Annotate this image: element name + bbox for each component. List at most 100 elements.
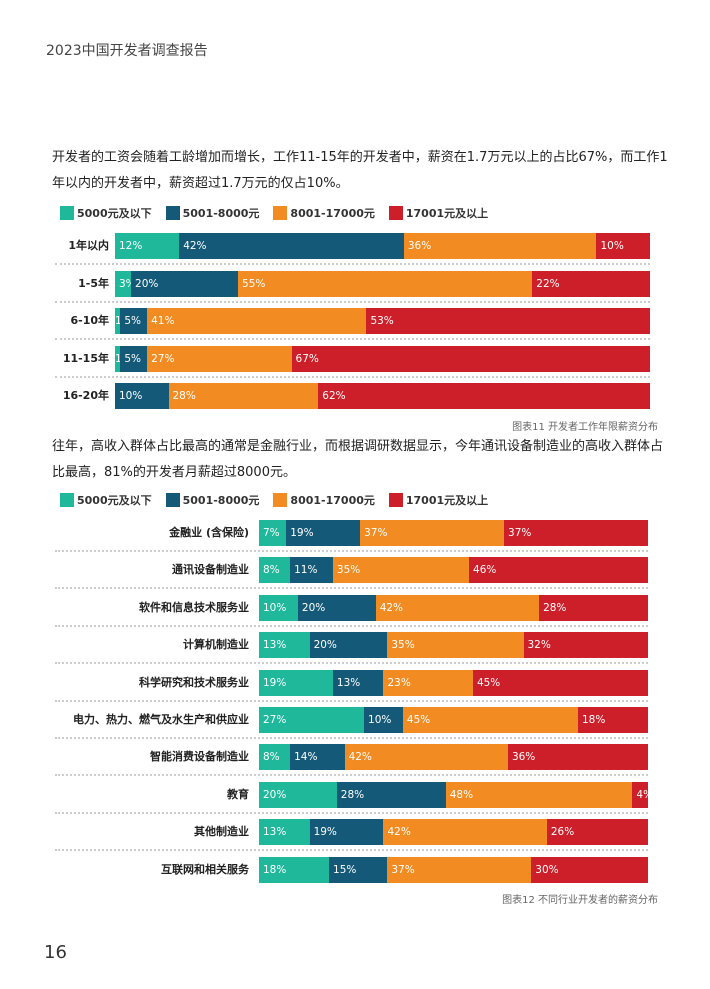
row-divider [55,338,650,340]
bar-segment-3: 55% [238,270,533,297]
bar-row: 电力、热力、燃气及水生产和供应业 27% 10% 45% 18% [55,707,648,733]
bar-row: 1年以内 12% 42% 36% 10% [55,233,650,259]
category-label: 1年以内 [68,239,109,252]
category-label: 通讯设备制造业 [172,563,249,577]
page-number: 16 [44,942,67,963]
bar-row: 计算机制造业 13% 20% 35% 32% [55,632,648,659]
stacked-bar: 18% 15% 37% 30% [259,856,648,883]
stacked-bar: 1%5%27%67% [115,345,650,372]
bar-row: 科学研究和技术服务业 19% 13% 23% 45% [55,669,648,696]
bar-segment-1: 18% [259,856,330,883]
bar-row: 1-5年 3%20%55%22% [55,270,650,297]
section2-paragraph: 往年，高收入群体占比最高的通常是金融行业，而根据调研数据显示，今年通讯设备制造业… [52,439,664,480]
bar-segment-2: 10% [364,707,403,733]
bar-segment-3: 45% [402,707,578,733]
bar-segment-2: 19% [309,819,384,846]
category-label: 1-5年 [78,276,109,290]
bar-segment-3: 35% [332,557,470,584]
bar-segment-1: 13% [259,819,310,846]
bar-segment-1: 8% [259,744,291,771]
bar-segment-3: 42% [344,744,508,771]
row-divider [55,662,648,665]
legend-swatch [273,206,288,220]
bar-segment-2: 19% [286,520,361,546]
stacked-bar: 13% 20% 35% 32% [259,632,648,659]
legend-swatch [60,206,74,220]
legend-label: 5001-8000元 [182,494,260,507]
bar-segment-1: 8% [259,557,291,584]
legend-label: 8001-17000元 [290,207,375,220]
chart1-legend: 5000元及以下 5001-8000元 8001-17000元 17001元及以上 [60,205,488,221]
category-label: 教育 [227,787,249,801]
bar-segment-1: 27% [259,707,365,733]
bar-segment-1: 1% [115,345,121,372]
bar-segment-3: 27% [147,345,292,372]
bar-row: 互联网和相关服务 18% 15% 37% 30% [55,856,648,883]
bar-row: 通讯设备制造业 8% 11% 35% 46% [55,557,648,584]
bar-segment-2: 20% [131,270,239,297]
stacked-bar: 1%5%41%53% [115,308,650,334]
legend-swatch [273,493,288,507]
legend-item: 5000元及以下 [60,492,152,508]
legend-item: 8001-17000元 [273,492,375,508]
chart1-tenure-salary: 1年以内 12%42%36%10% 1-5年 3%20%55%22% 6-10年 1%5%… [55,233,650,413]
legend-label: 17001元及以上 [405,207,489,220]
category-label: 软件和信息技术服务业 [139,600,249,614]
stacked-bar: 12% 42% 36% 10% [115,233,650,259]
row-divider [55,699,648,702]
category-label: 其他制造业 [194,825,249,839]
legend-item: 17001元及以上 [388,205,489,221]
bar-row: 11-15年 1%5%27%67% [55,345,650,372]
bar-segment-2: 42% [179,233,404,259]
legend-swatch [388,206,403,220]
bar-segment-4: 26% [546,819,648,846]
legend-item: 8001-17000元 [273,205,375,221]
legend-label: 5000元及以下 [77,494,152,507]
bar-row: 教育 20%28%48%4% [55,781,648,808]
stacked-bar: 7% 19% 37% 37% [259,520,648,546]
row-divider [55,737,648,739]
legend-label: 17001元及以上 [405,494,489,507]
row-divider [55,849,648,852]
legend-swatch [60,493,74,507]
bar-segment-4: 22% [532,270,650,297]
bar-row: 软件和信息技术服务业 10% 20% 42% 28% [55,594,648,621]
chart2-legend: 5000元及以下 5001-8000元 8001-17000元 17001元及以上 [60,492,488,508]
legend-item: 5001-8000元 [165,492,260,508]
legend-label: 5000元及以下 [77,207,152,220]
category-label: 电力、热力、燃气及水生产和供应业 [73,713,249,726]
bar-segment-4: 4% [632,781,648,808]
row-divider [55,263,650,265]
bar-segment-3: 42% [383,819,547,846]
row-divider [55,811,648,814]
bar-segment-1: 3% [115,270,132,297]
category-label: 6-10年 [70,314,109,327]
bar-segment-1: 13% [259,632,310,659]
bar-segment-4: 18% [577,707,648,733]
bar-segment-2: 10% [115,383,169,409]
stacked-bar: 10% 28% 62% [115,383,650,409]
bar-row: 6-10年 1%5%41%53% [55,308,650,334]
bar-segment-2: 20% [309,632,388,659]
legend-item: 5001-8000元 [165,205,259,221]
bar-segment-3: 41% [147,308,367,334]
bar-segment-3: 37% [387,856,532,883]
bar-segment-1: 1% [115,308,121,334]
stacked-bar: 19% 13% 23% 45% [259,669,648,696]
bar-row: 金融业 (含保险) 7% 19% 37% 37% [55,520,648,546]
bar-segment-1: 7% [259,520,287,546]
bar-segment-2: 28% [336,781,446,808]
bar-segment-2: 20% [297,594,376,621]
stacked-bar: 8% 14% 42% 36% [259,744,648,771]
bar-segment-4: 62% [318,383,650,409]
category-label: 计算机制造业 [183,638,249,652]
bar-segment-2: 13% [332,669,384,696]
row-divider [55,624,648,627]
bar-segment-1: 20% [259,781,337,808]
bar-segment-4: 32% [523,632,648,659]
legend-item: 5000元及以下 [60,205,152,221]
bar-row: 智能消费设备制造业 8% 14% 42% 36% [55,744,648,771]
stacked-bar: 8% 11% 35% 46% [259,557,648,584]
legend-swatch [165,206,180,220]
